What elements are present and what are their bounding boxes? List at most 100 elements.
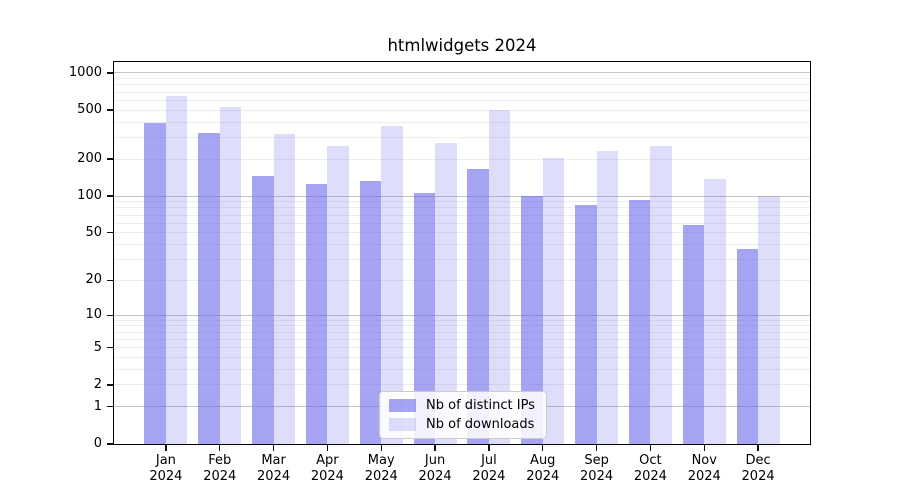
legend-swatch-distinct-ips (389, 398, 416, 413)
x-tick-label: Sep 2024 (580, 453, 614, 484)
y-tick-label: 100 (77, 188, 102, 204)
y-tick (107, 279, 113, 282)
gridline-minor (114, 109, 810, 111)
y-tick-label: 0 (93, 436, 102, 451)
x-tick-label: Feb 2024 (203, 453, 237, 484)
y-tick (107, 195, 113, 197)
y-tick-label: 10 (85, 307, 102, 323)
bar-downloads-mar (273, 133, 296, 444)
bar-distinct-ips-feb (198, 133, 220, 444)
gridline-minor (114, 279, 810, 281)
x-tick-label: Jan 2024 (149, 453, 183, 484)
x-tick (272, 445, 275, 451)
y-tick (107, 443, 113, 445)
gridline-minor (114, 99, 810, 101)
y-tick (107, 232, 113, 234)
x-tick (380, 445, 382, 451)
gridline-minor (114, 347, 810, 349)
gridline-minor (114, 222, 810, 224)
gridline-minor (114, 338, 810, 340)
bar-distinct-ips-jul (467, 169, 489, 444)
gridline-major (114, 314, 810, 316)
bar-distinct-ips-dec (736, 248, 759, 444)
x-tick-label: Aug 2024 (526, 453, 560, 484)
chart-title: htmlwidgets 2024 (387, 36, 537, 55)
x-tick-label: Oct 2024 (633, 453, 667, 484)
x-tick-label: Jun 2024 (418, 453, 452, 484)
y-tick-label: 1 (93, 398, 102, 414)
bar-distinct-ips-jun (413, 192, 436, 444)
gridline-minor (114, 319, 810, 321)
gridline-minor (114, 357, 810, 359)
y-tick (107, 158, 113, 160)
bar-distinct-ips-mar (252, 176, 274, 444)
gridline-minor (114, 91, 810, 93)
legend-label-distinct-ips: Nb of distinct IPs (426, 398, 535, 413)
x-tick (595, 445, 598, 451)
bar-downloads-oct (650, 145, 672, 444)
gridline-minor (114, 369, 810, 371)
bar-downloads-dec (758, 195, 780, 444)
x-tick-label: Mar 2024 (257, 453, 291, 484)
x-tick (542, 445, 544, 451)
y-tick (107, 72, 113, 74)
plot-area (113, 61, 811, 445)
x-tick (219, 445, 221, 451)
bar-downloads-aug (542, 157, 565, 444)
legend-swatch-downloads (389, 417, 416, 432)
gridline-minor (114, 136, 810, 138)
bar-downloads-may (381, 126, 403, 444)
y-tick-label: 5 (93, 339, 102, 355)
x-tick (649, 445, 652, 451)
x-tick (757, 445, 759, 451)
bar-distinct-ips-nov (682, 224, 705, 444)
bar-distinct-ips-apr (305, 184, 328, 444)
y-tick (107, 347, 113, 349)
gridline-minor (114, 259, 810, 261)
y-tick-label: 50 (85, 224, 102, 240)
gridline-major (114, 195, 810, 197)
bar-downloads-sep (596, 150, 619, 444)
bar-downloads-feb (219, 106, 242, 444)
y-tick (107, 406, 113, 408)
x-tick (326, 445, 329, 451)
gridline-minor (114, 78, 810, 80)
x-tick-label: May 2024 (364, 453, 398, 484)
x-tick-label: Dec 2024 (741, 453, 775, 484)
bar-downloads-jan (165, 95, 188, 444)
gridline-minor (114, 325, 810, 327)
gridline-minor (114, 384, 810, 386)
x-tick-label: Nov 2024 (687, 453, 721, 484)
gridline-minor (114, 214, 810, 216)
bar-distinct-ips-jan (144, 123, 166, 444)
bar-distinct-ips-aug (521, 195, 543, 444)
gridline-minor (114, 84, 810, 86)
x-tick-label: Jul 2024 (472, 453, 506, 484)
legend-item-downloads: Nb of downloads (389, 417, 535, 432)
y-tick (107, 384, 113, 386)
y-tick-label: 2 (93, 376, 102, 392)
gridline-minor (114, 121, 810, 123)
y-tick-label: 1000 (68, 64, 102, 80)
gridline-minor (114, 244, 810, 246)
x-tick-label: Apr 2024 (310, 453, 344, 484)
x-tick (703, 445, 705, 451)
y-tick-label: 500 (77, 102, 102, 118)
y-tick-label: 200 (77, 151, 102, 167)
y-tick-label: 20 (85, 272, 102, 288)
bar-distinct-ips-oct (628, 199, 651, 444)
x-tick (488, 445, 490, 451)
bar-downloads-jul (488, 110, 511, 444)
gridline-major (114, 72, 810, 74)
gridline-minor (114, 331, 810, 333)
legend-item-distinct-ips: Nb of distinct IPs (389, 398, 535, 413)
bar-downloads-jun (435, 143, 457, 444)
x-tick (165, 445, 167, 451)
bar-distinct-ips-may (359, 181, 382, 444)
bar-downloads-apr (327, 146, 349, 444)
y-tick (107, 109, 113, 111)
y-tick (107, 314, 113, 316)
gridline-minor (114, 201, 810, 203)
gridline-minor (114, 158, 810, 160)
